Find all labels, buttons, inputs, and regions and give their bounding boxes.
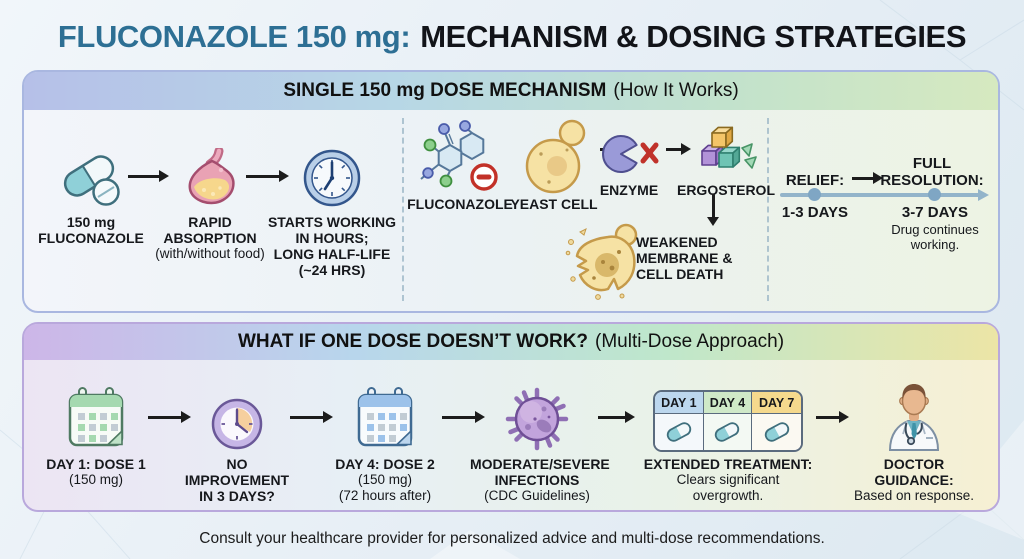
step-day1-dose1: DAY 1: DOSE 1 (150 mg) [32, 378, 160, 488]
section-divider [402, 118, 404, 301]
flow-arrow [666, 143, 691, 155]
step-dose: 150 mg FLUCONAZOLE [26, 146, 156, 246]
flow-arrow [148, 411, 191, 423]
table-header-day1: DAY 1 [655, 392, 704, 414]
doctor-icon [844, 378, 984, 452]
step-day4-label: DAY 4: DOSE 2 [335, 456, 435, 472]
calendar-blue-icon [326, 378, 444, 452]
step-day1-label: DAY 1: DOSE 1 [46, 456, 146, 472]
timeline-dot-relief [808, 188, 821, 201]
mech-yeast-label: YEAST CELL [510, 196, 598, 212]
step-day1-sub: (150 mg) [68, 472, 124, 488]
step-doctor-guidance: DOCTOR GUIDANCE: Based on response. [844, 378, 984, 504]
step-severe-infections: MODERATE/SEVERE INFECTIONS (CDC Guidelin… [470, 378, 610, 504]
mech-fluconazole-label: FLUCONAZOLE [407, 196, 513, 212]
mech-enzyme-label: ENZYME [599, 182, 659, 198]
step-onset: STARTS WORKING IN HOURS; LONG HALF-LIFE … [262, 146, 402, 278]
flow-arrow [816, 411, 849, 423]
step-no-improvement-label: NO IMPROVEMENT IN 3 DAYS? [184, 456, 290, 505]
molecule-blocked-icon [406, 120, 514, 194]
flow-arrow [852, 172, 883, 184]
step-day4-sub: (150 mg) (72 hours after) [338, 472, 432, 503]
title-drug-name: FLUCONAZOLE 150 mg: [57, 19, 411, 54]
step-doctor-label: DOCTOR GUIDANCE: [874, 456, 954, 489]
panel2-header: WHAT IF ONE DOSE DOESN’T WORK? (Multi-Do… [24, 324, 998, 360]
flow-arrow-down [707, 194, 719, 226]
page-title: FLUCONAZOLE 150 mg: MECHANISM & DOSING ST… [0, 19, 1024, 55]
ergosterol-blocks-icon [674, 118, 778, 178]
stomach-icon [148, 146, 272, 208]
step-dose-label: 150 mg FLUCONAZOLE [38, 214, 144, 247]
dose-schedule-table: DAY 1 DAY 4 DAY 7 [642, 378, 814, 452]
flow-arrow [128, 170, 169, 182]
step-no-improvement: NO IMPROVEMENT IN 3 DAYS? [174, 378, 300, 504]
step-absorption: RAPID ABSORPTION (with/without food) [148, 146, 272, 262]
dose-schedule-table-grid: DAY 1 DAY 4 DAY 7 [653, 390, 803, 452]
mech-fluconazole: FLUCONAZOLE [406, 120, 514, 212]
resolution-days-note: Drug continues working. [891, 222, 979, 253]
mech-enzyme: ENZYME [586, 118, 672, 198]
title-subject: MECHANISM & DOSING STRATEGIES [420, 19, 967, 54]
timeline-dot-resolution [928, 188, 941, 201]
recovery-timeline [780, 188, 989, 201]
panel-multi-dose: WHAT IF ONE DOSE DOESN’T WORK? (Multi-Do… [22, 322, 1000, 512]
panel1-header: SINGLE 150 mg DOSE MECHANISM (How It Wor… [24, 72, 998, 110]
mech-yeast-cell: YEAST CELL [510, 119, 598, 212]
step-infections-sub: (CDC Guidelines) [484, 488, 590, 504]
table-header-day4: DAY 4 [703, 392, 753, 414]
resolution-days: 3-7 DAYS Drug continues working. [882, 204, 988, 253]
relief-days: 1-3 DAYS [781, 204, 849, 221]
flow-arrow [290, 411, 333, 423]
clock-icon [262, 146, 402, 208]
step-extended-label: EXTENDED TREATMENT: [643, 456, 813, 472]
mech-ergosterol: ERGOSTEROL [674, 118, 778, 198]
section-divider [767, 118, 769, 301]
table-header-day7: DAY 7 [752, 392, 801, 414]
virus-icon [470, 378, 604, 452]
step-onset-label: STARTS WORKING IN HOURS; LONG HALF-LIFE … [267, 214, 397, 279]
yeast-cell-icon [510, 119, 598, 194]
resolution-days-value: 3-7 DAYS [901, 204, 969, 221]
mech-outcome-label: WEAKENED MEMBRANE & CELL DEATH [636, 234, 733, 283]
table-cell-day1-capsule [655, 414, 704, 450]
step-doctor-sub: Based on response. [853, 488, 975, 504]
mech-ergosterol-label: ERGOSTEROL [676, 182, 775, 198]
lysed-cell-icon [564, 222, 652, 307]
timer-clock-icon [174, 378, 300, 452]
panel1-header-title: SINGLE 150 mg DOSE MECHANISM [283, 80, 607, 101]
footer-disclaimer: Consult your healthcare provider for per… [199, 530, 825, 547]
flow-arrow [246, 170, 289, 182]
panel2-header-title: WHAT IF ONE DOSE DOESN’T WORK? [237, 331, 589, 352]
relief-label: RELIEF: [785, 172, 845, 189]
step-absorption-label: RAPID ABSORPTION [163, 214, 257, 247]
step-extended-treatment: DAY 1 DAY 4 DAY 7 [642, 378, 814, 503]
panel2-header-subtitle: (Multi-Dose Approach) [595, 331, 785, 352]
capsule-pill-icon [26, 146, 156, 208]
step-extended-sub: Clears significant overgrowth. [676, 472, 780, 503]
panel-single-dose-mechanism: SINGLE 150 mg DOSE MECHANISM (How It Wor… [22, 70, 1000, 313]
enzyme-blocked-icon [586, 118, 672, 178]
resolution-label: FULL RESOLUTION: [880, 155, 984, 190]
table-cell-day7-capsule [752, 414, 801, 450]
panel1-header-subtitle: (How It Works) [613, 80, 739, 101]
calendar-green-icon [32, 378, 160, 452]
step-day4-dose2: DAY 4: DOSE 2 (150 mg) (72 hours after) [326, 378, 444, 503]
flow-arrow [442, 411, 485, 423]
flow-arrow [598, 411, 635, 423]
table-cell-day4-capsule [703, 414, 753, 450]
step-infections-label: MODERATE/SEVERE INFECTIONS [470, 456, 610, 489]
step-absorption-note: (with/without food) [155, 246, 265, 262]
